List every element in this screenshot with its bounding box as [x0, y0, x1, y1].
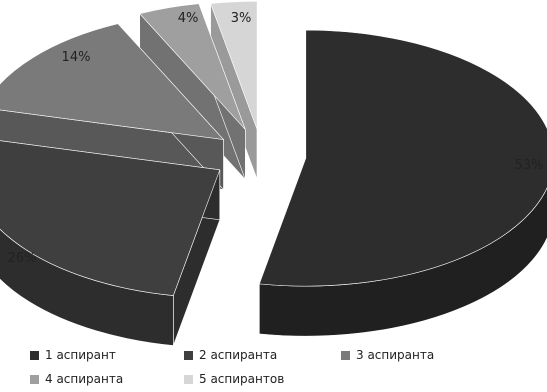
pie-slice-5-top	[210, 0, 258, 130]
pie-slice-1-top	[258, 29, 547, 287]
pie-data-label-4: 4%	[178, 11, 199, 26]
pie-data-label-3: 14%	[62, 50, 91, 65]
pie-slice-4-top	[139, 3, 246, 130]
pie-slice-3-top	[0, 23, 225, 140]
pie-data-labels: 53% 26% 14% 4% 3%	[8, 11, 544, 266]
pie-data-label-1: 53%	[515, 158, 544, 173]
pie-slice-1	[258, 29, 547, 337]
pie-slice-2	[0, 140, 221, 346]
pie-data-label-2: 26%	[8, 251, 37, 266]
pie-slice-2-top	[0, 140, 221, 296]
pie-slices	[0, 0, 547, 346]
pie-data-label-5: 3%	[231, 11, 252, 26]
